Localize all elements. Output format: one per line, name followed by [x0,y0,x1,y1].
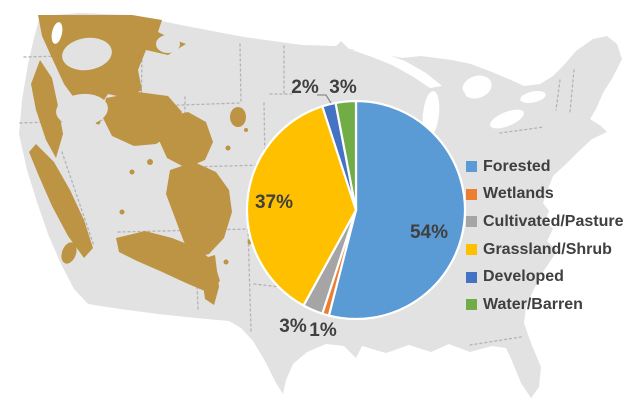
legend-label: Developed [483,268,564,286]
legend-item: Wetlands [466,181,623,209]
pie-slice-water-barren [334,99,358,212]
lake-superior [352,48,442,88]
michigan-mitten [444,85,470,138]
legend-swatch [466,244,477,256]
label-leader-line [317,94,332,104]
pie-data-label-developed: 2% [291,77,319,98]
legend-swatch [466,216,477,228]
legend-label: Grassland/Shrub [483,240,612,258]
legend-label: Cultivated/Pasture [483,212,624,230]
chart-legend: Forested Wetlands Cultivated/Pasture Gra… [466,153,623,319]
legend-item: Grassland/Shrub [466,236,623,264]
lake-ontario [520,90,546,104]
legend-swatch [466,271,477,283]
legend-item: Forested [466,153,623,181]
lake-michigan [422,91,440,137]
pie-data-label-wetlands: 1% [309,320,337,341]
pie-data-label-grassland-shrub: 37% [254,192,294,213]
map-highlight-regions [29,15,253,305]
legend-label: Water/Barren [483,295,583,313]
lake-huron [462,75,492,99]
legend-item: Water/Barren [466,291,623,319]
pie-data-label-water-barren: 3% [329,77,357,98]
legend-swatch [466,299,477,311]
legend-label: Wetlands [483,185,554,203]
lake-erie [490,109,524,129]
pie-data-label-forested: 54% [409,222,449,243]
great-lakes [51,22,546,138]
pie-slice-grassland-shrub [245,105,358,307]
legend-swatch [466,161,477,173]
legend-swatch [466,188,477,200]
legend-item: Developed [466,263,623,291]
legend-item: Cultivated/Pasture [466,208,623,236]
legend-label: Forested [483,157,551,175]
puget-sound [51,22,63,44]
pie-data-label-cultivated-pasture: 3% [279,316,307,337]
pie-slice-forested [327,99,467,321]
